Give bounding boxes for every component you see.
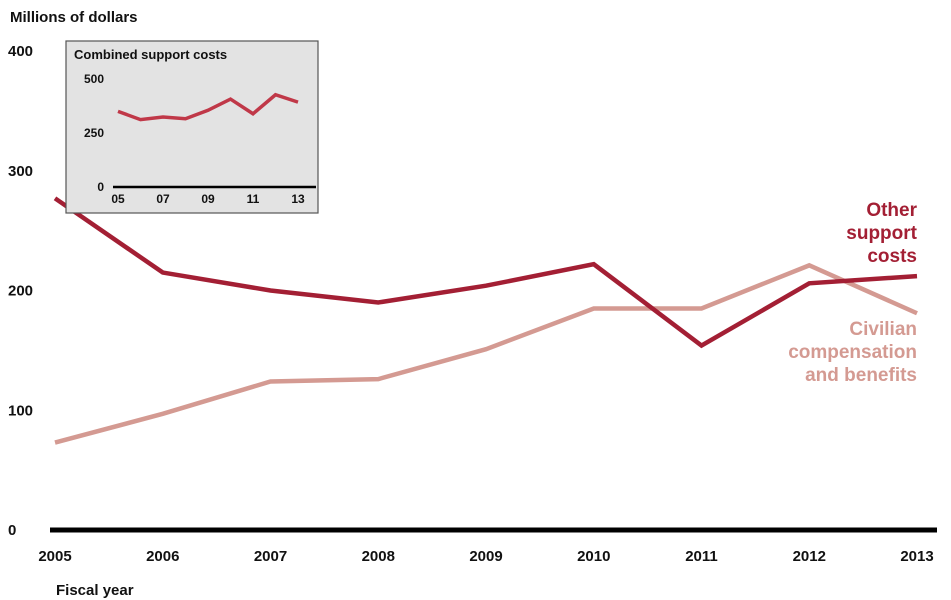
series-line-civilian-compensation <box>54 262 918 445</box>
inset-x-tick-label: 09 <box>201 192 215 206</box>
inset-x-tick-label: 13 <box>291 192 305 206</box>
inset-x-axis-ticks: 05 07 09 11 13 <box>111 192 305 206</box>
inset-x-tick-label: 07 <box>156 192 170 206</box>
x-tick-label: 2007 <box>254 548 287 565</box>
x-tick-label: 2013 <box>900 548 933 565</box>
y-axis-ticks: 0 100 200 300 400 <box>8 43 33 539</box>
inset-series-line-combined <box>117 92 299 122</box>
y-tick-label: 400 <box>8 43 33 60</box>
inset-y-tick-label: 0 <box>97 180 104 194</box>
x-tick-label: 2009 <box>469 548 502 565</box>
inset-frame <box>65 40 319 214</box>
x-axis-title: Fiscal year <box>56 582 134 599</box>
y-tick-label: 0 <box>8 522 16 539</box>
y-tick-label: 100 <box>8 402 33 419</box>
x-tick-label: 2006 <box>146 548 179 565</box>
x-tick-label: 2005 <box>38 548 71 565</box>
inset-x-tick-label: 05 <box>111 192 125 206</box>
inset-x-tick-label: 11 <box>247 192 260 206</box>
x-tick-label: 2011 <box>685 548 718 565</box>
y-tick-label: 200 <box>8 283 33 300</box>
x-tick-label: 2012 <box>793 548 826 565</box>
y-axis-title: Millions of dollars <box>10 9 138 26</box>
x-axis-ticks: 2005 2006 2007 2008 2009 2010 2011 2012 2013 <box>38 548 933 565</box>
inset-y-tick-label: 500 <box>84 72 104 86</box>
series-labels: Other support costs Civilian compensation and… <box>788 200 917 386</box>
series-lines <box>53 196 918 445</box>
label-other-support-costs: Other support costs <box>846 200 917 267</box>
x-tick-label: 2008 <box>362 548 395 565</box>
inset-series-line <box>117 92 299 122</box>
label-civilian-compensation: Civilian compensation and benefits <box>788 319 917 386</box>
x-tick-label: 2010 <box>577 548 610 565</box>
series-line-other-support-costs <box>53 196 918 349</box>
y-tick-label: 300 <box>8 163 33 180</box>
inset-title: Combined support costs <box>74 47 227 62</box>
inset-y-axis-ticks: 0 250 500 <box>84 72 104 194</box>
inset-y-tick-label: 250 <box>84 126 104 140</box>
inset-chart: Combined support costs 0 250 500 05 07 09 11 1… <box>65 40 319 214</box>
